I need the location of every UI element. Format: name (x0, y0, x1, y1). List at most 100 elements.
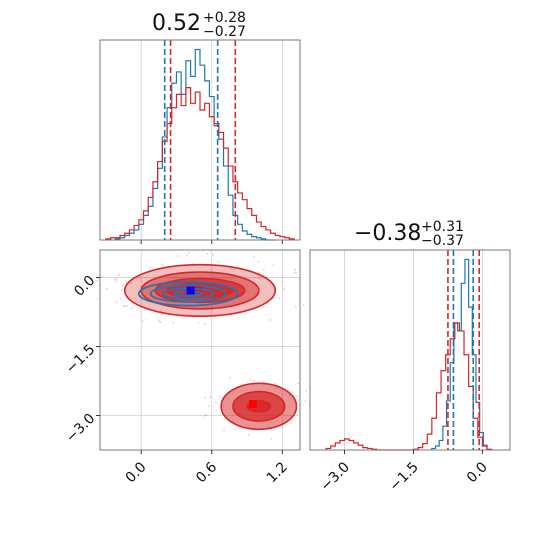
panel-frame-contour (99, 249, 301, 451)
outlier-point (172, 322, 175, 325)
tick-label-bottom-1: 0.6 (193, 459, 220, 486)
outlier-point (123, 304, 126, 307)
histogram-step-y-1 (325, 322, 493, 451)
tick-label-y-1: −1.5 (387, 459, 422, 494)
outlier-point (208, 404, 210, 407)
outlier-point (273, 382, 276, 385)
outlier-point (218, 395, 221, 398)
histogram-step-1 (105, 87, 295, 240)
histogram-series-x (105, 48, 295, 241)
outlier-point (233, 268, 235, 271)
contour-level-1-0-2 (149, 284, 227, 303)
outlier-point (258, 278, 261, 280)
title-x: 0.52 (152, 11, 201, 36)
outlier-point (130, 307, 133, 310)
outlier-point (262, 380, 265, 383)
outlier-point (101, 276, 103, 278)
outlier-point (249, 378, 252, 381)
outlier-point (247, 434, 250, 437)
outlier-point (278, 297, 281, 300)
outlier-point (257, 260, 260, 263)
outlier-point (158, 319, 161, 322)
outlier-point (258, 271, 260, 274)
histogram-panel-x: 0.52 +0.28 −0.27 (99, 10, 301, 244)
outlier-point (134, 297, 137, 300)
outlier-point (305, 390, 308, 392)
outlier-point (115, 300, 118, 303)
tick-label-bottom-0: 0.0 (123, 459, 150, 486)
quantile-lines-y (447, 250, 480, 450)
outlier-point (176, 255, 179, 257)
outlier-point (217, 261, 220, 263)
outlier-point (281, 280, 284, 283)
outlier-point (204, 396, 206, 399)
outlier-point (187, 251, 190, 254)
outlier-point (206, 252, 209, 255)
outlier-point (120, 289, 123, 292)
outlier-point (295, 271, 298, 274)
outlier-point (114, 278, 116, 281)
tick-label-y-2: 0.0 (464, 459, 491, 486)
outlier-point (262, 268, 265, 271)
outlier-point (269, 319, 272, 321)
outlier-point (115, 277, 118, 280)
panel-frame-right (309, 249, 511, 451)
outlier-point (215, 401, 217, 404)
outlier-point (119, 297, 122, 300)
outlier-point (234, 428, 237, 431)
tick-label-left-2: −3.0 (63, 411, 98, 446)
contour-level-1-0-3 (137, 280, 239, 307)
tick-label-left-0: 0.0 (71, 273, 98, 300)
outlier-point (304, 400, 307, 402)
outlier-point (123, 305, 126, 308)
outlier-point (121, 284, 124, 287)
title-x-minus: −0.27 (203, 24, 246, 40)
outlier-point (159, 321, 162, 324)
outlier-point (262, 306, 265, 308)
quantile-lines-x (163, 40, 237, 240)
outlier-point (283, 288, 285, 291)
outlier-point (212, 253, 215, 256)
outlier-point (209, 396, 212, 398)
max-marker-1-0 (186, 286, 195, 295)
outlier-point (302, 303, 305, 306)
outlier-point (125, 280, 128, 283)
outlier-point (215, 410, 217, 412)
title-y-minus: −0.37 (421, 233, 464, 249)
outlier-point (159, 309, 162, 312)
outlier-point (106, 287, 108, 290)
outlier-point (118, 274, 120, 276)
outlier-point (197, 322, 200, 325)
outlier-point (130, 282, 133, 284)
title-x-plus: +0.28 (203, 10, 246, 26)
histogram-series-y (325, 258, 493, 451)
outlier-point (296, 395, 299, 398)
title-y-plus: +0.31 (421, 219, 464, 235)
outlier-point (203, 415, 206, 417)
outlier-point (294, 305, 297, 308)
outlier-point (141, 320, 144, 323)
histogram-panel-y: −3.0 −1.5 0.0 −0.38 +0.31 −0.37 (309, 219, 511, 495)
contour-panel: 0.0 0.6 1.2 0.0 −1.5 −3.0 (63, 249, 311, 486)
outlier-point (223, 429, 225, 432)
title-x-value: 0.52 (152, 11, 201, 36)
outlier-point (161, 263, 164, 266)
outlier-point (272, 264, 275, 267)
title-y: −0.38 (354, 221, 421, 246)
outlier-point (253, 379, 255, 382)
outlier-point (204, 322, 207, 325)
outlier-point (161, 313, 163, 316)
outlier-point (149, 266, 152, 269)
histogram-step-0 (114, 48, 276, 241)
max-marker-0-1 (248, 400, 257, 409)
grid-y (344, 250, 483, 450)
tick-label-left-1: −1.5 (63, 342, 98, 377)
outlier-point (205, 413, 208, 416)
grid-x (140, 40, 283, 244)
outlier-point (297, 382, 300, 385)
outlier-point (293, 272, 296, 274)
tick-label-bottom-2: 1.2 (264, 459, 291, 486)
outlier-point (230, 268, 233, 270)
outlier-point (270, 437, 273, 440)
